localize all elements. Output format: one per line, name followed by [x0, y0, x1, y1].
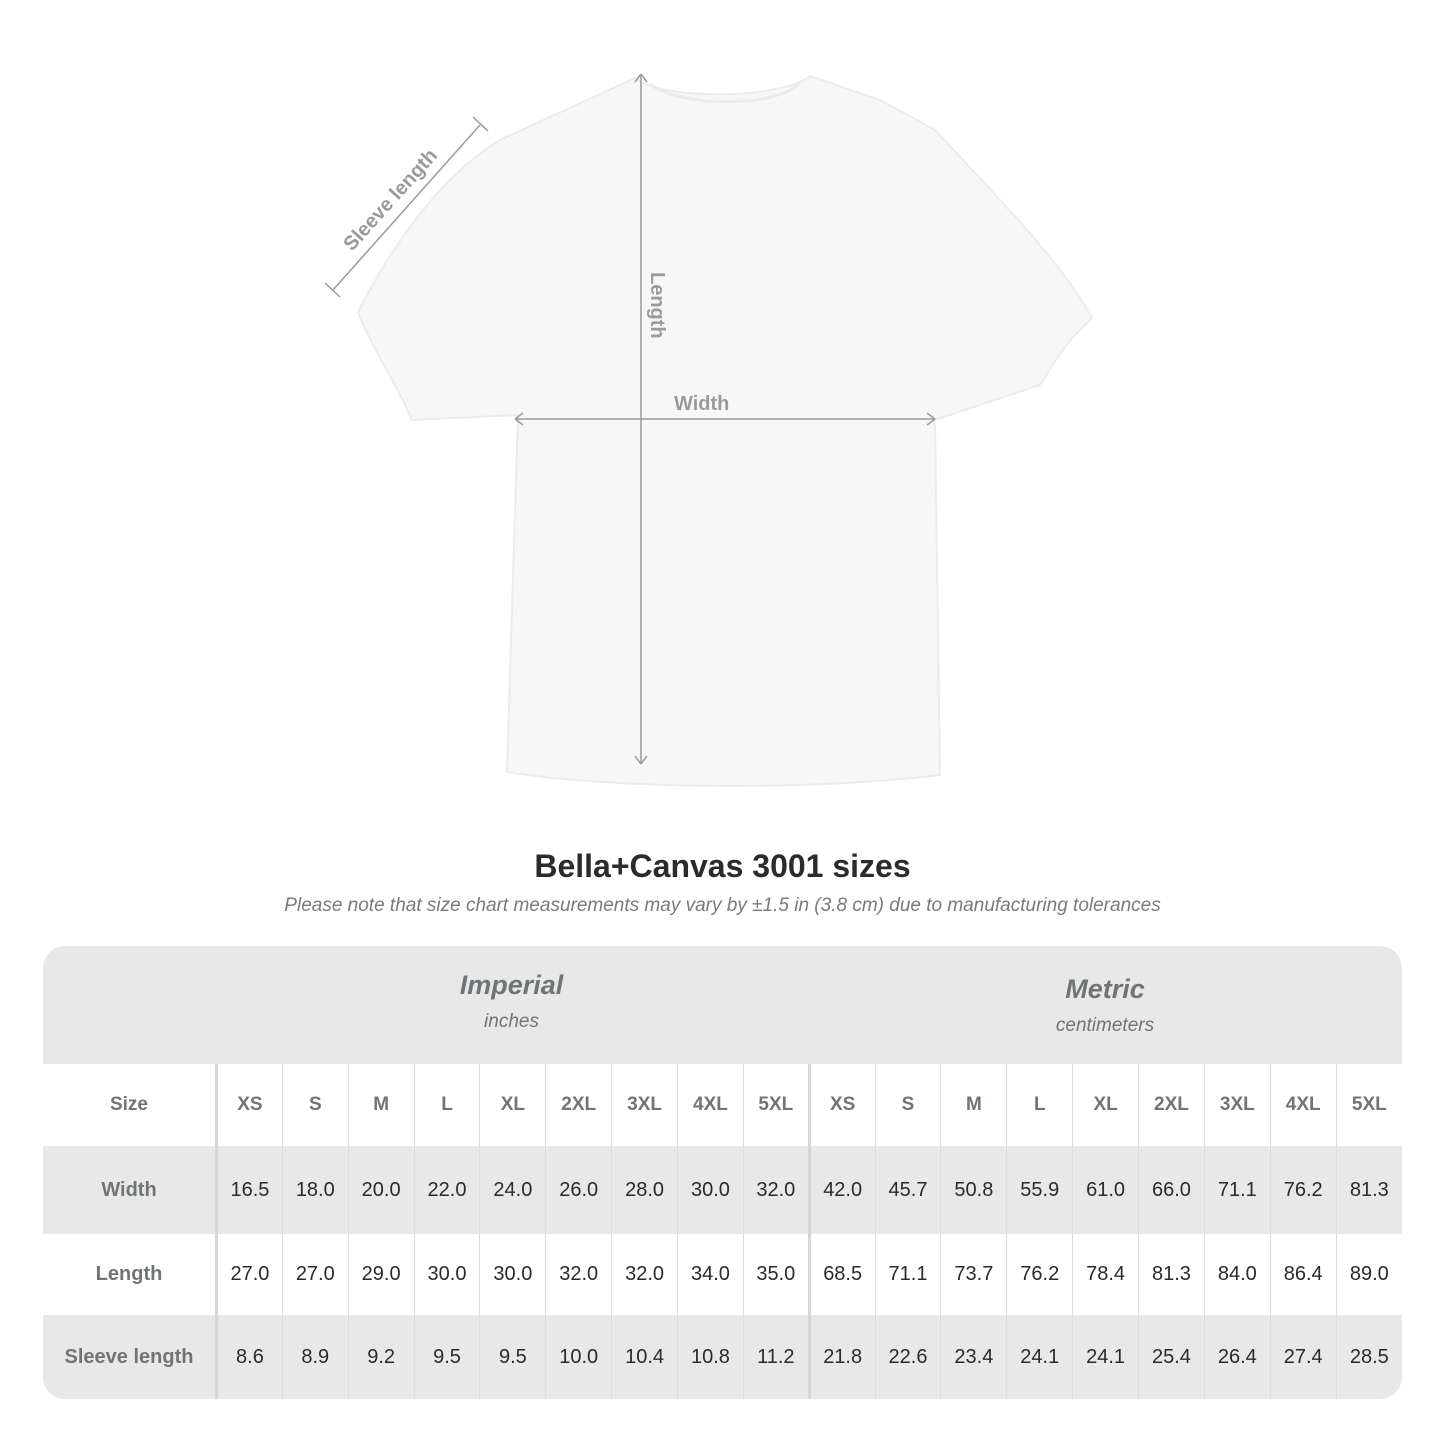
metric-cell: 27.4: [1269, 1315, 1337, 1399]
imperial-unit: inches: [484, 1011, 539, 1032]
imperial-cell: 18.0: [281, 1146, 349, 1234]
metric-size-S: S: [874, 1064, 941, 1146]
imperial-cell: 24.0: [479, 1146, 546, 1234]
metric-cell: 21.8: [807, 1315, 876, 1399]
row-label: Width: [43, 1146, 218, 1234]
metric-cell: 26.4: [1203, 1315, 1271, 1399]
imperial-cell: 34.0: [677, 1234, 744, 1315]
metric-size-2XL: 2XL: [1138, 1064, 1205, 1146]
tolerance-note: Please note that size chart measurements…: [284, 895, 1161, 916]
metric-cell: 55.9: [1006, 1146, 1073, 1234]
imperial-cell: 27.0: [281, 1234, 349, 1315]
metric-cell: 50.8: [940, 1146, 1007, 1234]
imperial-cell: 32.0: [611, 1234, 678, 1315]
imperial-cell: 8.9: [281, 1315, 349, 1399]
metric-cell: 81.3: [1138, 1234, 1205, 1315]
metric-header: Metric centimeters: [808, 974, 1402, 1092]
length-label: Length: [646, 272, 668, 339]
imperial-cell: 10.4: [611, 1315, 678, 1399]
metric-cell: 89.0: [1335, 1234, 1402, 1315]
metric-cell: 71.1: [874, 1234, 941, 1315]
imperial-title: Imperial: [459, 970, 564, 1000]
metric-cell: 22.6: [874, 1315, 941, 1399]
size-table: Size XS S M L XL 2XL 3XL 4XL 5XL XS S M L XL 2XL 3XL 4XL 5…: [43, 1064, 1402, 1399]
metric-cell: 45.7: [874, 1146, 941, 1234]
metric-cell: 66.0: [1138, 1146, 1205, 1234]
metric-size-M: M: [940, 1064, 1007, 1146]
tshirt-image: [356, 74, 1094, 787]
metric-size-L: L: [1006, 1064, 1073, 1146]
imperial-size-4XL: 4XL: [677, 1064, 744, 1146]
metric-cell: 68.5: [807, 1234, 876, 1315]
imperial-cell: 8.6: [216, 1315, 283, 1399]
imperial-cell: 32.0: [742, 1146, 810, 1234]
row-label: Length: [43, 1234, 218, 1315]
imperial-size-2XL: 2XL: [545, 1064, 612, 1146]
sleeve-length-dimension: [324, 116, 489, 298]
chart-title: Bella+Canvas 3001 sizes: [534, 848, 911, 884]
imperial-size-M: M: [347, 1064, 415, 1146]
metric-title: Metric: [1065, 974, 1145, 1004]
imperial-cell: 30.0: [479, 1234, 546, 1315]
metric-size-XS: XS: [807, 1064, 876, 1146]
imperial-cell: 32.0: [545, 1234, 612, 1315]
imperial-size-S: S: [281, 1064, 349, 1146]
width-label: Width: [674, 393, 729, 415]
imperial-cell: 10.0: [545, 1315, 612, 1399]
metric-cell: 76.2: [1269, 1146, 1337, 1234]
size-header-row: Size XS S M L XL 2XL 3XL 4XL 5XL XS S M L XL 2XL 3XL 4XL 5…: [43, 1064, 1402, 1146]
imperial-cell: 30.0: [413, 1234, 480, 1315]
metric-cell: 61.0: [1072, 1146, 1139, 1234]
metric-cell: 86.4: [1269, 1234, 1337, 1315]
imperial-cell: 26.0: [545, 1146, 612, 1234]
metric-size-5XL: 5XL: [1335, 1064, 1402, 1146]
table-row: Sleeve length 8.6 8.9 9.2 9.5 9.5 10.0 10.4 10.8…: [43, 1315, 1402, 1399]
imperial-cell: 35.0: [742, 1234, 810, 1315]
imperial-size-5XL: 5XL: [742, 1064, 810, 1146]
imperial-size-3XL: 3XL: [611, 1064, 678, 1146]
imperial-cell: 16.5: [216, 1146, 283, 1234]
metric-cell: 42.0: [807, 1146, 876, 1234]
metric-cell: 23.4: [940, 1315, 1007, 1399]
metric-cell: 24.1: [1072, 1315, 1139, 1399]
imperial-cell: 29.0: [347, 1234, 415, 1315]
imperial-cell: 27.0: [216, 1234, 283, 1315]
metric-cell: 81.3: [1335, 1146, 1402, 1234]
metric-cell: 71.1: [1203, 1146, 1271, 1234]
metric-cell: 78.4: [1072, 1234, 1139, 1315]
imperial-cell: 30.0: [677, 1146, 744, 1234]
size-header-label: Size: [43, 1064, 218, 1146]
metric-size-4XL: 4XL: [1269, 1064, 1337, 1146]
imperial-cell: 22.0: [413, 1146, 480, 1234]
tshirt-diagram: Sleeve length Length Width: [324, 73, 1094, 787]
imperial-cell: 28.0: [611, 1146, 678, 1234]
metric-cell: 24.1: [1006, 1315, 1073, 1399]
width-dimension: [514, 412, 936, 426]
imperial-cell: 10.8: [677, 1315, 744, 1399]
metric-cell: 84.0: [1203, 1234, 1271, 1315]
metric-unit: centimeters: [1055, 1015, 1155, 1036]
table-row: Width 16.5 18.0 20.0 22.0 24.0 26.0 28.0 30.0 32.…: [43, 1146, 1402, 1234]
metric-size-XL: XL: [1072, 1064, 1139, 1146]
metric-cell: 76.2: [1006, 1234, 1073, 1315]
imperial-cell: 9.2: [347, 1315, 415, 1399]
imperial-cell: 11.2: [742, 1315, 810, 1399]
metric-cell: 73.7: [940, 1234, 1007, 1315]
metric-cell: 28.5: [1335, 1315, 1402, 1399]
imperial-header: Imperial inches: [215, 970, 808, 1088]
imperial-size-L: L: [413, 1064, 480, 1146]
size-chart: Imperial inches Metric centimeters Size X…: [43, 946, 1402, 1399]
imperial-cell: 9.5: [413, 1315, 480, 1399]
metric-size-3XL: 3XL: [1203, 1064, 1271, 1146]
imperial-size-XL: XL: [479, 1064, 546, 1146]
imperial-cell: 9.5: [479, 1315, 546, 1399]
table-row: Length 27.0 27.0 29.0 30.0 30.0 32.0 32.0 34.0 35…: [43, 1234, 1402, 1315]
metric-cell: 25.4: [1138, 1315, 1205, 1399]
imperial-size-XS: XS: [216, 1064, 283, 1146]
imperial-cell: 20.0: [347, 1146, 415, 1234]
row-label: Sleeve length: [43, 1315, 218, 1399]
